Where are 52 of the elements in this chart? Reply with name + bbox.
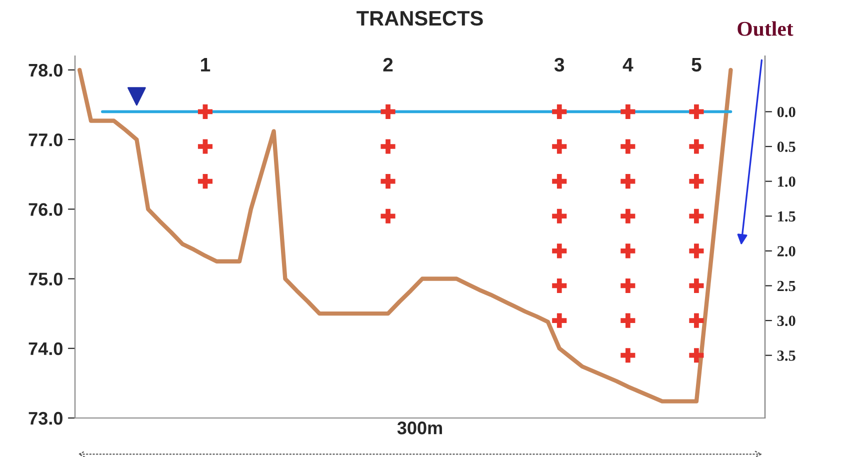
x-tick-label: 2 [383, 58, 393, 72]
chart-title: TRANSECTS [356, 10, 483, 26]
y2-tick-label: 2.0 [777, 246, 796, 256]
y-tick-label: 74.0 [28, 342, 62, 356]
point [198, 104, 213, 119]
point [689, 278, 704, 294]
y2-tick-label: 1.5 [778, 211, 796, 222]
x-tick-label: 1 [201, 58, 210, 72]
point [689, 139, 704, 154]
point [620, 278, 636, 294]
point [380, 139, 396, 154]
point [552, 313, 567, 328]
point [620, 313, 636, 328]
y-tick-label: 73.0 [28, 412, 62, 425]
point [552, 208, 567, 224]
point [689, 244, 704, 258]
point [689, 208, 704, 224]
y-tick-label: 78.0 [28, 64, 62, 77]
y2-tick-label: 3.0 [777, 316, 796, 326]
point [689, 313, 704, 328]
x-tick-label: 4 [622, 58, 634, 72]
point [620, 244, 636, 258]
point [620, 208, 636, 224]
y-tick-label: 75.0 [28, 272, 62, 286]
point [198, 139, 213, 154]
point [552, 278, 567, 294]
point [380, 208, 396, 224]
point [198, 174, 213, 189]
point [552, 174, 567, 189]
point [620, 139, 636, 154]
text: 300m [397, 422, 442, 434]
point [689, 348, 704, 363]
point [689, 104, 704, 119]
point [689, 174, 704, 189]
x-tick-label: 3 [554, 58, 564, 72]
point [380, 104, 396, 119]
point [552, 139, 567, 154]
point [380, 174, 396, 189]
y2-tick-label: 0.0 [777, 106, 796, 118]
point [620, 348, 636, 363]
y2-tick-label: 0.5 [777, 142, 796, 152]
x-tick-label: 5 [692, 58, 702, 72]
y2-tick-label: 3.5 [777, 350, 796, 361]
y-tick-label: 77.0 [28, 133, 62, 146]
y2-tick-label: 2.5 [777, 280, 796, 292]
point [620, 174, 636, 189]
point [552, 104, 567, 119]
text: Outlet [738, 21, 794, 36]
y-tick-label: 76.0 [28, 203, 62, 216]
point [620, 104, 636, 119]
point [552, 244, 567, 258]
y2-tick-label: 1.0 [778, 176, 796, 187]
